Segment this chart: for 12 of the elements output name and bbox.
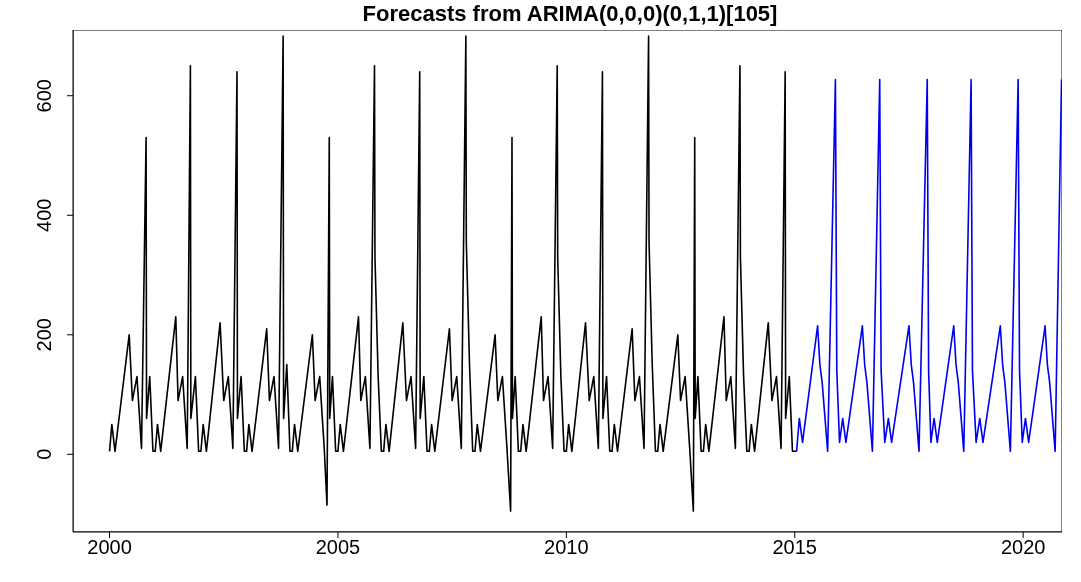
y-tick-label: 200 [33, 318, 55, 352]
y-tick-label: 600 [33, 79, 55, 113]
x-tick-label: 2015 [772, 536, 818, 559]
x-tick-label: 2000 [87, 536, 132, 559]
x-tick-label: 2005 [315, 536, 361, 559]
line-series [795, 78, 1062, 453]
line-series [108, 35, 798, 512]
x-tick-label: 2010 [544, 536, 589, 559]
x-tick-label: 2020 [1000, 536, 1046, 559]
y-tick-label: 400 [33, 198, 55, 232]
chart-title: Forecasts from ARIMA(0,0,0)(0,1,1)[105] [361, 0, 779, 28]
y-tick-label: 0 [33, 448, 55, 460]
